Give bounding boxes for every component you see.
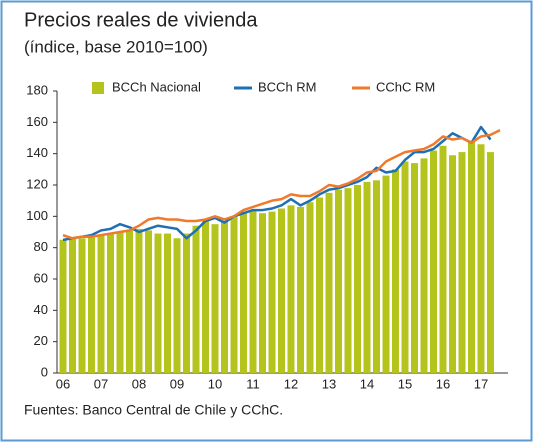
bar (259, 213, 266, 373)
bar (306, 202, 314, 373)
bar (145, 230, 152, 373)
chart-subtitle: (índice, base 2010=100) (24, 37, 208, 56)
y-tick-label: 120 (26, 176, 48, 191)
x-tick-label: 06 (56, 376, 70, 391)
x-tick-label: 07 (94, 376, 108, 391)
y-tick-label: 180 (26, 82, 48, 97)
x-tick-label: 09 (170, 376, 184, 391)
bar (211, 224, 219, 373)
bar (164, 233, 171, 373)
bar (316, 197, 323, 373)
bar (88, 236, 95, 373)
y-tick-label: 0 (41, 364, 48, 379)
y-tick-label: 40 (34, 302, 48, 317)
source-note: Fuentes: Banco Central de Chile y CChC. (24, 402, 283, 418)
legend-swatch (92, 82, 104, 94)
bar (382, 175, 390, 373)
x-tick-label: 08 (132, 376, 146, 391)
x-tick-label: 14 (360, 376, 374, 391)
y-tick-label: 80 (34, 239, 48, 254)
bar (107, 233, 114, 373)
bar (97, 235, 105, 373)
bar (268, 211, 276, 373)
y-tick-label: 140 (26, 145, 48, 160)
bar (373, 180, 380, 373)
bar (449, 155, 456, 373)
x-tick-label: 10 (208, 376, 222, 391)
bar (249, 210, 257, 373)
legend-label: BCCh Nacional (112, 79, 201, 94)
bar (116, 232, 124, 373)
bar (173, 238, 181, 373)
line (62, 125, 492, 242)
bar (430, 150, 437, 373)
bar (126, 230, 133, 373)
legend-label: BCCh RM (258, 79, 317, 94)
bar (192, 225, 200, 373)
x-tick-label: 12 (284, 376, 298, 391)
bar (401, 161, 409, 373)
bar (439, 145, 447, 373)
bar (487, 152, 494, 373)
bar (69, 238, 76, 373)
bar (420, 158, 428, 373)
bar (230, 216, 238, 373)
x-tick-label: 15 (398, 376, 412, 391)
bar (411, 163, 418, 373)
y-tick-label: 160 (26, 114, 48, 129)
bar (458, 152, 466, 373)
bar (392, 169, 399, 373)
bar (325, 192, 333, 373)
bar (135, 228, 143, 373)
bar (297, 206, 304, 373)
x-tick-label: 17 (474, 376, 488, 391)
bar (240, 211, 247, 373)
bar (468, 141, 475, 373)
chart-title: Precios reales de vivienda (24, 9, 258, 31)
x-tick-label: 16 (436, 376, 450, 391)
bar (354, 185, 361, 373)
bar (477, 144, 485, 373)
bar (344, 188, 352, 373)
x-tick-label: 11 (246, 376, 260, 391)
bar (221, 221, 228, 373)
legend-label: CChC RM (376, 79, 435, 94)
bar (278, 208, 285, 373)
line (62, 129, 501, 240)
bar (202, 221, 209, 373)
bar (183, 233, 190, 373)
bar (287, 205, 295, 373)
y-tick-label: 60 (34, 270, 48, 285)
bar (59, 239, 67, 373)
bar (78, 238, 86, 373)
bar (335, 189, 342, 373)
bar (154, 233, 162, 373)
y-tick-label: 20 (34, 333, 48, 348)
y-tick-label: 100 (26, 208, 48, 223)
x-tick-label: 13 (322, 376, 336, 391)
bar (363, 181, 371, 373)
